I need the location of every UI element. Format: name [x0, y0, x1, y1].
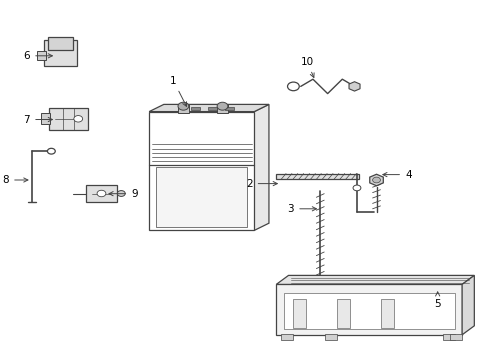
Text: 4: 4: [382, 170, 411, 180]
Circle shape: [352, 185, 360, 191]
Bar: [207, 107, 216, 110]
Polygon shape: [149, 104, 268, 112]
Text: 2: 2: [245, 179, 277, 189]
Text: 8: 8: [2, 175, 28, 185]
Polygon shape: [348, 82, 359, 91]
Bar: [449, 334, 461, 340]
Bar: [156, 167, 246, 227]
Text: 9: 9: [109, 189, 138, 199]
Bar: [48, 37, 72, 50]
Bar: [85, 185, 117, 202]
Bar: [44, 40, 77, 66]
Polygon shape: [369, 174, 383, 186]
Bar: [177, 104, 189, 113]
Circle shape: [117, 190, 125, 197]
Polygon shape: [276, 275, 473, 284]
Bar: [381, 299, 393, 328]
Bar: [325, 334, 337, 340]
Text: 5: 5: [433, 292, 440, 309]
Bar: [224, 107, 233, 110]
Bar: [41, 113, 50, 124]
Bar: [216, 104, 228, 113]
Circle shape: [47, 148, 55, 154]
Text: 10: 10: [300, 57, 313, 77]
Text: 7: 7: [23, 114, 52, 125]
Bar: [37, 51, 46, 60]
Bar: [442, 334, 454, 340]
Polygon shape: [461, 275, 473, 335]
Bar: [190, 107, 199, 110]
Circle shape: [74, 116, 82, 122]
Circle shape: [372, 177, 380, 183]
Text: 6: 6: [23, 51, 52, 61]
Circle shape: [287, 82, 299, 91]
Bar: [149, 112, 254, 230]
Circle shape: [217, 102, 227, 110]
Bar: [49, 108, 88, 130]
Bar: [293, 299, 305, 328]
Text: 3: 3: [287, 204, 316, 214]
Text: 1: 1: [170, 76, 186, 106]
Bar: [283, 293, 454, 329]
Bar: [276, 284, 461, 335]
Bar: [337, 299, 349, 328]
Polygon shape: [276, 174, 359, 179]
Circle shape: [178, 102, 188, 110]
Bar: [281, 334, 293, 340]
Polygon shape: [254, 104, 268, 230]
Circle shape: [97, 190, 105, 197]
